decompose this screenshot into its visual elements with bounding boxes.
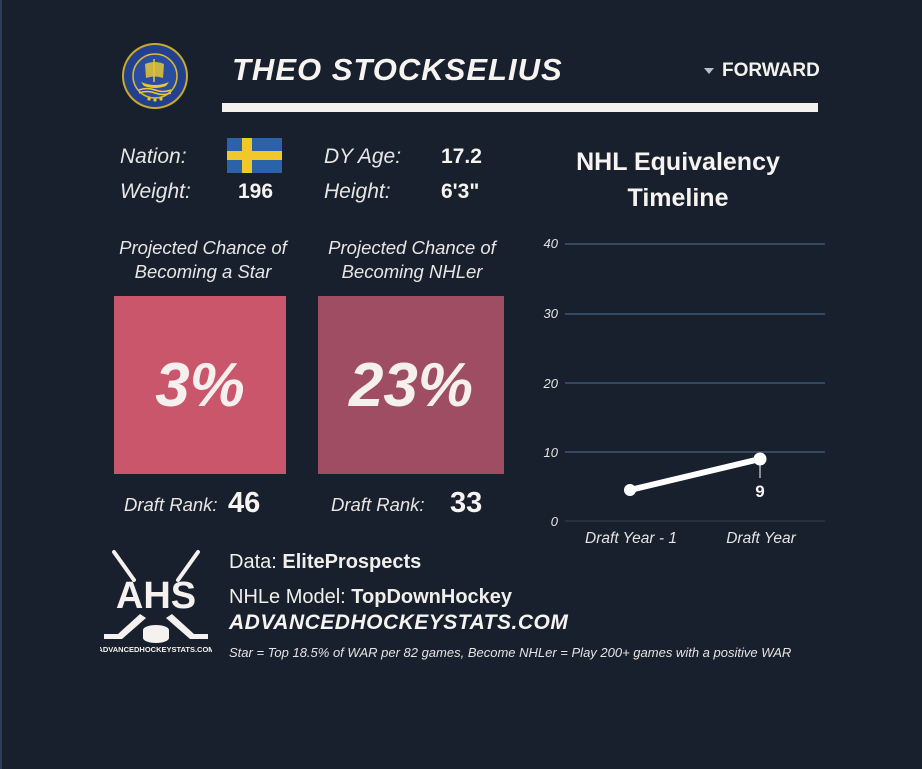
x-label-draft-year-minus-1: Draft Year - 1: [585, 530, 677, 547]
nhle-line-chart: [565, 243, 825, 522]
position-label: FORWARD: [722, 60, 820, 81]
nation-label: Nation:: [120, 145, 187, 168]
data-credit-value: EliteProspects: [282, 551, 422, 573]
weight-label: Weight:: [120, 180, 191, 203]
nhler-caption-line1: Projected Chance of: [328, 237, 496, 258]
chart-title: NHL Equivalency Timeline: [560, 144, 796, 216]
caret-down-icon: [704, 68, 714, 74]
header-divider: [222, 103, 818, 112]
nhler-caption-line2: Becoming NHLer: [341, 261, 483, 282]
nhler-chance-box: 23%: [318, 296, 504, 474]
star-chance-value: 3%: [155, 350, 245, 420]
data-line: [627, 456, 763, 493]
data-credit: Data: EliteProspects: [229, 551, 421, 574]
nhler-caption: Projected Chance of Becoming NHLer: [313, 236, 511, 284]
nhler-draft-rank-value: 33: [450, 487, 483, 519]
position-dropdown[interactable]: FORWARD: [704, 60, 820, 82]
height-label: Height:: [324, 180, 391, 203]
chart-title-line2: Timeline: [627, 184, 729, 212]
age-label: DY Age:: [324, 145, 402, 168]
svenska-ishockeyforbundet-crest-icon: [121, 42, 189, 110]
y-tick-10: 10: [543, 445, 558, 460]
data-point-draft-year-minus-1[interactable]: [624, 484, 636, 496]
ahs-crossed-sticks-puck-logo-icon: AHS ADVANCEDHOCKEYSTATS.COM: [97, 548, 215, 656]
model-credit-value: TopDownHockey: [351, 586, 513, 608]
y-tick-0: 0: [550, 514, 558, 529]
data-label-draft-year: 9: [755, 482, 765, 501]
y-tick-20: 20: [543, 376, 558, 391]
star-draft-rank-value: 46: [228, 487, 261, 519]
nhler-chance-value: 23%: [348, 350, 474, 420]
nhler-draft-rank-label: Draft Rank:: [331, 494, 425, 515]
sweden-flag-icon: [227, 138, 282, 173]
svg-text:AHS: AHS: [116, 575, 196, 617]
player-name: THEO STOCKSELIUS: [232, 52, 563, 87]
age-value: 17.2: [441, 145, 482, 168]
model-credit: NHLe Model: TopDownHockey: [229, 586, 512, 609]
star-draft-rank-label: Draft Rank:: [124, 494, 218, 515]
weight-value: 196: [238, 180, 274, 203]
y-tick-40: 40: [543, 236, 558, 251]
star-caption-line1: Projected Chance of: [119, 237, 287, 258]
height-value: 6'3": [441, 180, 480, 203]
data-point-draft-year[interactable]: [753, 452, 767, 466]
site-url[interactable]: ADVANCEDHOCKEYSTATS.COM: [229, 611, 569, 634]
y-tick-30: 30: [543, 306, 558, 321]
star-caption: Projected Chance of Becoming a Star: [105, 236, 301, 284]
star-caption-line2: Becoming a Star: [134, 261, 272, 282]
chart-title-line1: NHL Equivalency: [576, 148, 780, 176]
definitions-note: Star = Top 18.5% of WAR per 82 games, Be…: [229, 645, 792, 660]
x-label-draft-year: Draft Year: [726, 530, 796, 547]
model-credit-label: NHLe Model:: [229, 586, 352, 608]
star-chance-box: 3%: [114, 296, 286, 474]
svg-text:ADVANCEDHOCKEYSTATS.COM: ADVANCEDHOCKEYSTATS.COM: [100, 645, 212, 654]
data-credit-label: Data:: [229, 551, 283, 573]
